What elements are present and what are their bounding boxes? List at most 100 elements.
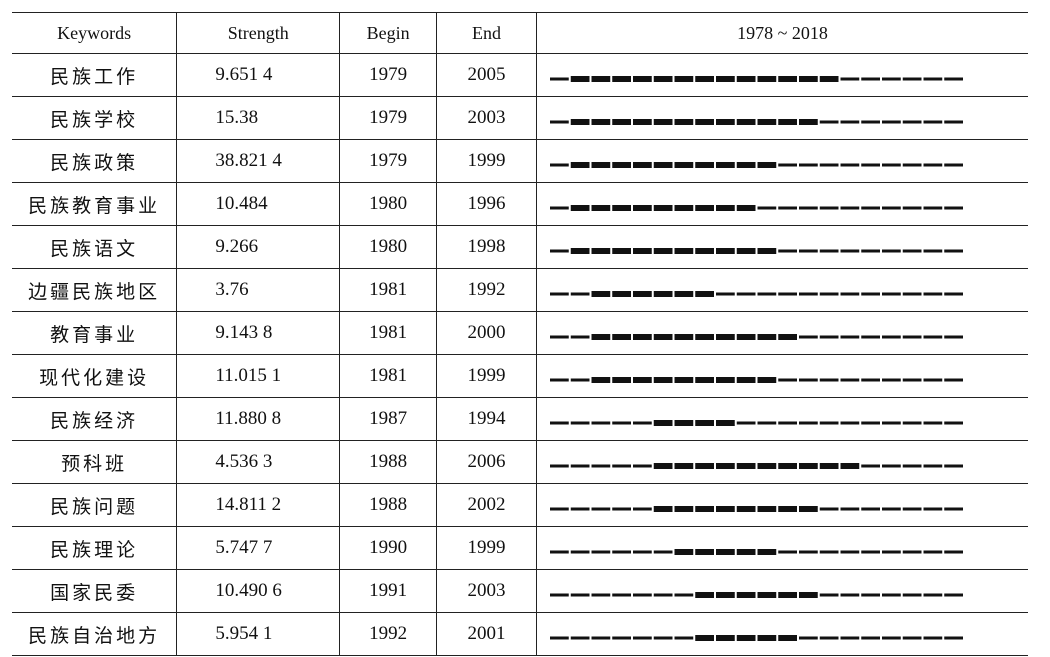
burst-strip xyxy=(549,161,963,168)
keyword: 民族自治地方 xyxy=(12,612,178,656)
burst-segment xyxy=(612,75,631,82)
end: 1999 xyxy=(436,139,537,183)
burst-segment xyxy=(591,75,611,82)
timeline-segment xyxy=(632,464,652,467)
burst-segment xyxy=(757,462,777,469)
burst-segment xyxy=(591,247,611,254)
timeline-segment xyxy=(923,206,943,209)
timeline-segment xyxy=(653,550,673,553)
keyword: 教育事业 xyxy=(12,311,178,355)
burst-segment xyxy=(757,548,777,555)
timeline-segment xyxy=(736,292,756,295)
row: 民族学校 15.38 1979 2003 xyxy=(12,96,1028,140)
timeline-segment xyxy=(819,163,839,166)
timeline-segment xyxy=(861,292,880,295)
timeline-segment xyxy=(798,421,818,424)
strength: 5.954 1 xyxy=(176,612,341,656)
timeline-segment xyxy=(549,120,569,123)
burst-period xyxy=(570,118,818,125)
burst-segment xyxy=(653,118,673,125)
burst-period xyxy=(695,591,818,598)
keyword: 民族语文 xyxy=(12,225,178,269)
burst-segment xyxy=(695,634,714,641)
keyword: 民族工作 xyxy=(12,53,178,97)
burst-strip xyxy=(549,419,963,426)
timeline-segment xyxy=(840,636,860,639)
burst-cell xyxy=(535,354,1028,398)
burst-segment xyxy=(736,75,756,82)
timeline-segment xyxy=(840,593,860,596)
timeline-segment xyxy=(902,550,922,553)
burst-segment xyxy=(715,118,735,125)
burst-segment xyxy=(612,376,631,383)
burst-segment xyxy=(695,161,714,168)
burst-segment xyxy=(736,161,756,168)
end: 1999 xyxy=(436,526,537,570)
timeline-separator: ~ xyxy=(777,22,788,43)
end: 1999 xyxy=(436,354,537,398)
timeline-segment xyxy=(798,335,818,338)
burst-segment xyxy=(591,290,611,297)
timeline-segment xyxy=(674,636,694,639)
strength: 10.490 6 xyxy=(176,569,341,613)
burst-period xyxy=(653,462,860,469)
timeline-segment xyxy=(549,378,569,381)
burst-segment xyxy=(695,419,714,426)
end: 1996 xyxy=(436,182,537,226)
timeline-segment xyxy=(923,464,943,467)
burst-segment xyxy=(570,247,590,254)
burst-segment xyxy=(674,376,694,383)
end: 1998 xyxy=(436,225,537,269)
burst-strip xyxy=(549,505,963,512)
burst-cell xyxy=(535,569,1028,613)
begin: 1981 xyxy=(339,268,438,312)
burst-strip xyxy=(549,247,963,254)
burst-segment xyxy=(570,161,590,168)
begin: 1987 xyxy=(339,397,438,441)
burst-segment xyxy=(778,118,797,125)
timeline-segment xyxy=(944,464,963,467)
timeline-segment xyxy=(944,206,963,209)
keyword: 边疆民族地区 xyxy=(12,268,178,312)
burst-segment xyxy=(653,333,673,340)
timeline-segment xyxy=(591,550,611,553)
timeline-segment xyxy=(549,636,569,639)
header-cell: 1978 ~ 2018 xyxy=(535,12,1028,54)
burst-segment xyxy=(819,75,839,82)
timeline-segment xyxy=(653,636,673,639)
timeline-segment xyxy=(861,421,880,424)
strength: 3.76 xyxy=(176,268,341,312)
timeline-segment xyxy=(591,593,611,596)
timeline-start: 1978 xyxy=(737,22,774,43)
timeline-segment xyxy=(570,636,590,639)
timeline-segment xyxy=(902,378,922,381)
begin: 1979 xyxy=(339,96,438,140)
burst-segment xyxy=(715,376,735,383)
timeline-segment xyxy=(861,507,880,510)
end: 2006 xyxy=(436,440,537,484)
burst-segment xyxy=(632,161,652,168)
burst-segment xyxy=(798,118,818,125)
keyword: 民族问题 xyxy=(12,483,178,527)
timeline-segment xyxy=(570,421,590,424)
keyword: 民族学校 xyxy=(12,96,178,140)
burst-segment xyxy=(715,247,735,254)
burst-segment xyxy=(798,505,818,512)
timeline-segment xyxy=(861,206,880,209)
timeline-segment xyxy=(944,77,963,80)
timeline-segment xyxy=(798,163,818,166)
burst-segment xyxy=(736,376,756,383)
timeline-segment xyxy=(591,507,611,510)
burst-segment xyxy=(591,204,611,211)
burst-segment xyxy=(674,419,694,426)
burst-segment xyxy=(736,247,756,254)
timeline-segment xyxy=(549,163,569,166)
timeline-segment xyxy=(881,507,901,510)
timeline-segment xyxy=(570,550,590,553)
burst-segment xyxy=(591,161,611,168)
timeline-segment xyxy=(632,507,652,510)
timeline-segment xyxy=(653,593,673,596)
burst-cell xyxy=(535,440,1028,484)
timeline-segment xyxy=(778,163,797,166)
row: 民族问题 14.811 2 1988 2002 xyxy=(12,483,1028,527)
